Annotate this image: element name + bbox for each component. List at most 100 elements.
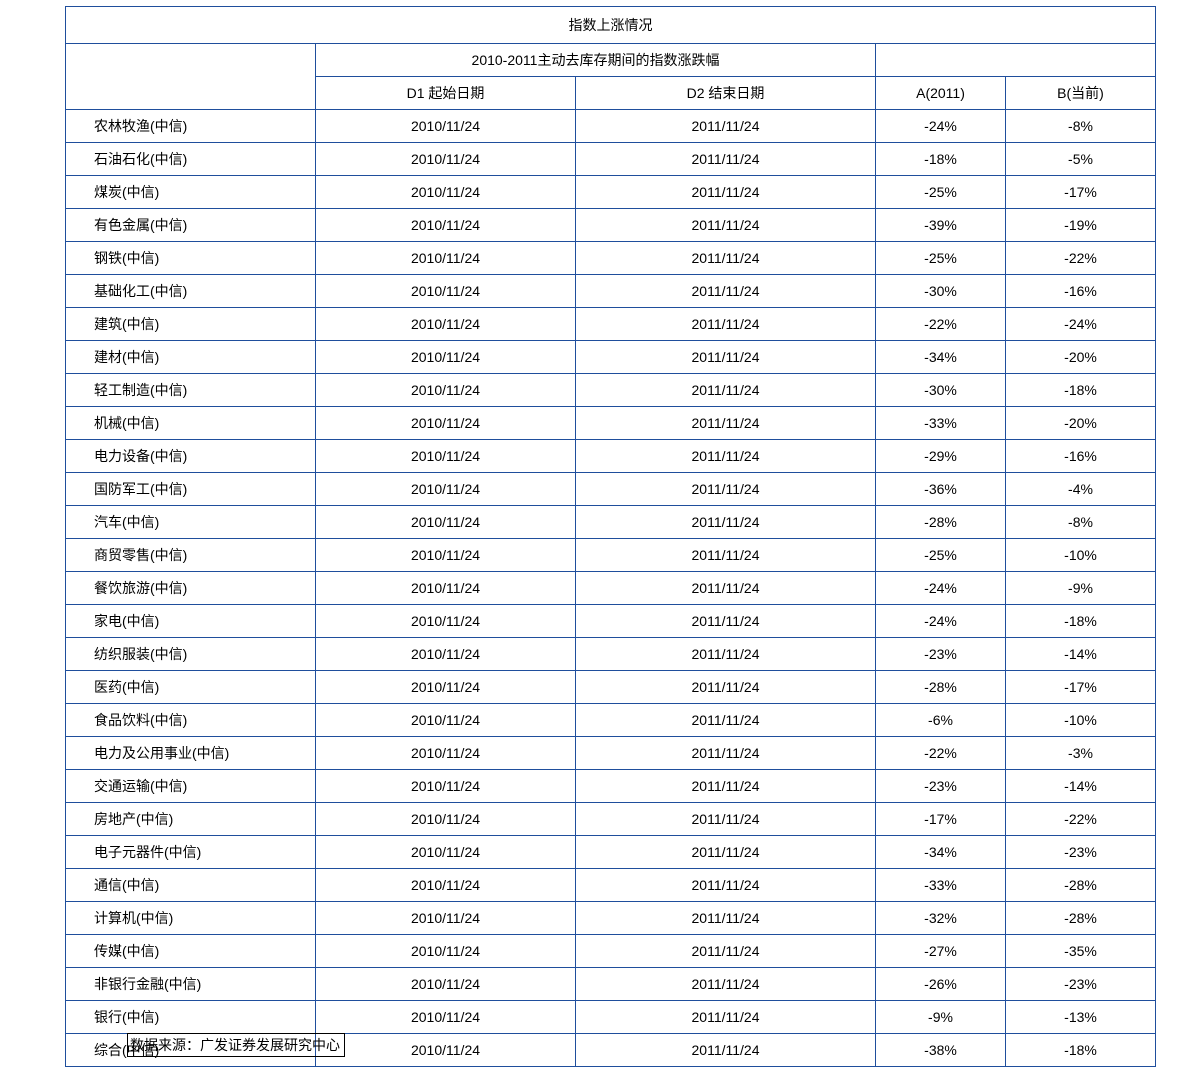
cell-a: -23% [876, 638, 1006, 671]
table-row: 家电(中信)2010/11/242011/11/24-24%-18% [66, 605, 1156, 638]
cell-d1: 2010/11/24 [316, 836, 576, 869]
cell-d1: 2010/11/24 [316, 275, 576, 308]
cell-d2: 2011/11/24 [576, 605, 876, 638]
cell-b: -22% [1006, 242, 1156, 275]
cell-b: -14% [1006, 638, 1156, 671]
table-row: 建材(中信)2010/11/242011/11/24-34%-20% [66, 341, 1156, 374]
header-d2: D2 结束日期 [576, 77, 876, 110]
cell-d1: 2010/11/24 [316, 110, 576, 143]
cell-d1: 2010/11/24 [316, 902, 576, 935]
cell-d2: 2011/11/24 [576, 1034, 876, 1067]
cell-a: -22% [876, 737, 1006, 770]
cell-industry: 家电(中信) [66, 605, 316, 638]
cell-a: -18% [876, 143, 1006, 176]
industry-returns-table: 指数上涨情况 2010-2011主动去库存期间的指数涨跌幅 D1 起始日期 D2… [65, 6, 1156, 1067]
cell-a: -38% [876, 1034, 1006, 1067]
cell-d1: 2010/11/24 [316, 539, 576, 572]
table-row: 纺织服装(中信)2010/11/242011/11/24-23%-14% [66, 638, 1156, 671]
table-row: 计算机(中信)2010/11/242011/11/24-32%-28% [66, 902, 1156, 935]
cell-b: -10% [1006, 539, 1156, 572]
cell-a: -34% [876, 341, 1006, 374]
table-row: 汽车(中信)2010/11/242011/11/24-28%-8% [66, 506, 1156, 539]
header-b: B(当前) [1006, 77, 1156, 110]
table-row: 建筑(中信)2010/11/242011/11/24-22%-24% [66, 308, 1156, 341]
table-body: 农林牧渔(中信)2010/11/242011/11/24-24%-8%石油石化(… [66, 110, 1156, 1067]
cell-b: -16% [1006, 440, 1156, 473]
table-row: 钢铁(中信)2010/11/242011/11/24-25%-22% [66, 242, 1156, 275]
cell-d1: 2010/11/24 [316, 407, 576, 440]
header-d1: D1 起始日期 [316, 77, 576, 110]
cell-d2: 2011/11/24 [576, 176, 876, 209]
cell-d2: 2011/11/24 [576, 803, 876, 836]
cell-d2: 2011/11/24 [576, 968, 876, 1001]
cell-industry: 食品饮料(中信) [66, 704, 316, 737]
data-source: 数据来源：广发证券发展研究中心 [127, 1033, 345, 1057]
cell-d1: 2010/11/24 [316, 605, 576, 638]
cell-d1: 2010/11/24 [316, 671, 576, 704]
header-a: A(2011) [876, 77, 1006, 110]
cell-d2: 2011/11/24 [576, 638, 876, 671]
cell-d2: 2011/11/24 [576, 704, 876, 737]
cell-b: -8% [1006, 110, 1156, 143]
cell-d2: 2011/11/24 [576, 539, 876, 572]
cell-d2: 2011/11/24 [576, 440, 876, 473]
cell-b: -18% [1006, 1034, 1156, 1067]
cell-a: -27% [876, 935, 1006, 968]
table-row: 电力设备(中信)2010/11/242011/11/24-29%-16% [66, 440, 1156, 473]
header-period: 2010-2011主动去库存期间的指数涨跌幅 [316, 44, 876, 77]
table-row: 交通运输(中信)2010/11/242011/11/24-23%-14% [66, 770, 1156, 803]
cell-d1: 2010/11/24 [316, 341, 576, 374]
cell-industry: 农林牧渔(中信) [66, 110, 316, 143]
cell-d1: 2010/11/24 [316, 440, 576, 473]
cell-d2: 2011/11/24 [576, 473, 876, 506]
cell-b: -4% [1006, 473, 1156, 506]
cell-industry: 商贸零售(中信) [66, 539, 316, 572]
cell-d1: 2010/11/24 [316, 143, 576, 176]
table-row: 农林牧渔(中信)2010/11/242011/11/24-24%-8% [66, 110, 1156, 143]
cell-b: -5% [1006, 143, 1156, 176]
cell-industry: 电子元器件(中信) [66, 836, 316, 869]
cell-a: -33% [876, 407, 1006, 440]
cell-a: -39% [876, 209, 1006, 242]
cell-b: -19% [1006, 209, 1156, 242]
cell-d1: 2010/11/24 [316, 770, 576, 803]
cell-a: -24% [876, 110, 1006, 143]
cell-d1: 2010/11/24 [316, 572, 576, 605]
header-blank-right [876, 44, 1156, 77]
table-row: 医药(中信)2010/11/242011/11/24-28%-17% [66, 671, 1156, 704]
cell-b: -23% [1006, 836, 1156, 869]
table-row: 商贸零售(中信)2010/11/242011/11/24-25%-10% [66, 539, 1156, 572]
cell-b: -16% [1006, 275, 1156, 308]
cell-b: -23% [1006, 968, 1156, 1001]
cell-industry: 电力及公用事业(中信) [66, 737, 316, 770]
cell-d2: 2011/11/24 [576, 869, 876, 902]
cell-d1: 2010/11/24 [316, 968, 576, 1001]
cell-a: -6% [876, 704, 1006, 737]
table-row: 房地产(中信)2010/11/242011/11/24-17%-22% [66, 803, 1156, 836]
cell-d2: 2011/11/24 [576, 506, 876, 539]
table-row: 非银行金融(中信)2010/11/242011/11/24-26%-23% [66, 968, 1156, 1001]
cell-d1: 2010/11/24 [316, 176, 576, 209]
cell-industry: 非银行金融(中信) [66, 968, 316, 1001]
cell-industry: 纺织服装(中信) [66, 638, 316, 671]
cell-b: -10% [1006, 704, 1156, 737]
cell-d2: 2011/11/24 [576, 737, 876, 770]
table-row: 餐饮旅游(中信)2010/11/242011/11/24-24%-9% [66, 572, 1156, 605]
cell-b: -28% [1006, 902, 1156, 935]
cell-industry: 交通运输(中信) [66, 770, 316, 803]
cell-d2: 2011/11/24 [576, 935, 876, 968]
cell-a: -25% [876, 242, 1006, 275]
cell-d2: 2011/11/24 [576, 836, 876, 869]
cell-a: -9% [876, 1001, 1006, 1034]
cell-b: -20% [1006, 341, 1156, 374]
cell-d1: 2010/11/24 [316, 638, 576, 671]
cell-industry: 基础化工(中信) [66, 275, 316, 308]
cell-industry: 机械(中信) [66, 407, 316, 440]
cell-industry: 医药(中信) [66, 671, 316, 704]
cell-d1: 2010/11/24 [316, 473, 576, 506]
header-row-2: 2010-2011主动去库存期间的指数涨跌幅 [66, 44, 1156, 77]
table-row: 传媒(中信)2010/11/242011/11/24-27%-35% [66, 935, 1156, 968]
cell-industry: 煤炭(中信) [66, 176, 316, 209]
cell-b: -18% [1006, 374, 1156, 407]
cell-d1: 2010/11/24 [316, 704, 576, 737]
